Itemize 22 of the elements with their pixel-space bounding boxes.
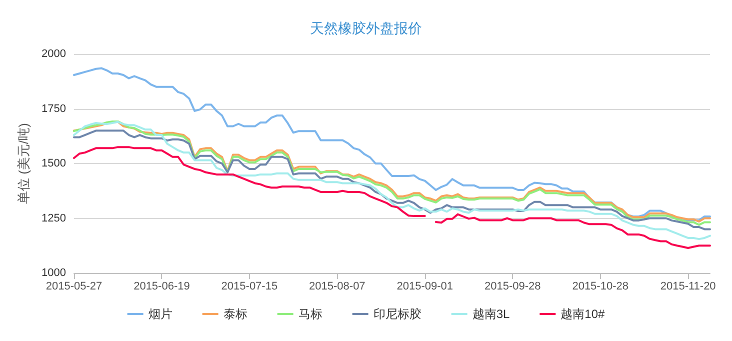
y-tick-label: 1750 — [42, 102, 66, 115]
x-tick-label: 2015-07-15 — [221, 280, 278, 292]
chart-title: 天然橡胶外盘报价 — [310, 20, 422, 36]
legend-label: 泰标 — [223, 307, 248, 321]
line-series — [73, 67, 711, 222]
x-tick-label: 2015-09-28 — [484, 280, 541, 292]
x-tick-label: 2015-05-27 — [46, 280, 102, 292]
y-tick-label: 2000 — [42, 48, 66, 60]
x-tick-label: 2015-09-01 — [396, 280, 454, 292]
legend-label: 印尼标胶 — [373, 307, 422, 321]
y-axis-title: 单位 (美元/吨) — [16, 123, 31, 204]
x-tick-label: 2015-10-28 — [572, 280, 628, 292]
x-tick-label: 2015-11-20 — [660, 280, 716, 292]
y-tick-label: 1500 — [42, 158, 66, 170]
legend-label: 烟片 — [148, 307, 172, 321]
y-tick-label: 1250 — [42, 212, 66, 224]
legend-label: 马标 — [298, 307, 322, 321]
legend-label: 越南3L — [472, 307, 510, 321]
x-tick-label: 2015-06-19 — [134, 280, 190, 292]
y-tick-label: 1000 — [42, 267, 66, 279]
legend-label: 越南10# — [560, 307, 606, 321]
x-tick-label: 2015-08-07 — [309, 280, 366, 292]
